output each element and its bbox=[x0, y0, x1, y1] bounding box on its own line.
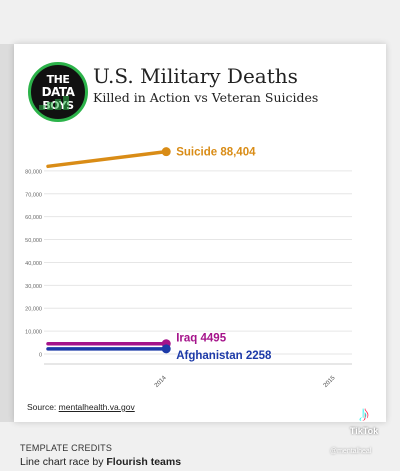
tiktok-watermark: ♪ TikTok bbox=[346, 402, 382, 446]
series-label-afghanistan: Afghanistan 2258 bbox=[176, 350, 272, 362]
chart-title: U.S. Military Deaths bbox=[93, 64, 298, 88]
series-point-afghanistan bbox=[161, 344, 171, 354]
tiktok-brand: TikTok bbox=[349, 426, 379, 436]
logo-text-line-1: THE bbox=[46, 72, 70, 86]
chart-subtitle: Killed in Action vs Veteran Suicides bbox=[93, 90, 319, 105]
y-tick-label: 40,000 bbox=[25, 261, 42, 267]
y-tick-label: 10,000 bbox=[25, 330, 42, 336]
y-tick-label: 30,000 bbox=[25, 284, 42, 290]
y-tick-label: 0 bbox=[39, 353, 42, 359]
left-edge-strip bbox=[0, 44, 14, 422]
y-tick-label: 60,000 bbox=[25, 215, 42, 221]
y-tick-label: 70,000 bbox=[25, 192, 42, 198]
series-label-iraq: Iraq 4495 bbox=[176, 333, 226, 345]
template-credits-heading: TEMPLATE CREDITS bbox=[20, 443, 113, 453]
series-line-suicide bbox=[46, 149, 168, 169]
tiktok-note-icon: ♪ bbox=[358, 401, 370, 426]
y-tick-label: 50,000 bbox=[25, 238, 42, 244]
series-point-suicide bbox=[161, 147, 171, 157]
y-tick-label: 20,000 bbox=[25, 307, 42, 313]
data-boys-logo: THE DATA BOYS bbox=[28, 62, 88, 122]
logo-text-line-2: DATA bbox=[41, 84, 75, 99]
source-link[interactable]: mentalhealth.va.gov bbox=[58, 402, 135, 412]
y-tick-label: 80,000 bbox=[25, 169, 42, 175]
template-credits-text: Line chart race by Flourish teams bbox=[20, 456, 181, 468]
logo-bars-graphic bbox=[39, 96, 81, 110]
series-label-suicide: Suicide 88,404 bbox=[176, 147, 256, 159]
x-tick-label: 2014 bbox=[154, 375, 168, 389]
x-tick-label: 2015 bbox=[323, 375, 337, 389]
source-note: Source: mentalhealth.va.gov bbox=[27, 402, 135, 412]
credits-bold: Flourish teams bbox=[106, 456, 182, 468]
tiktok-handle: @mentalheal bbox=[330, 448, 372, 455]
source-label: Source: bbox=[27, 402, 59, 412]
credits-prefix: Line chart race by bbox=[20, 456, 107, 468]
